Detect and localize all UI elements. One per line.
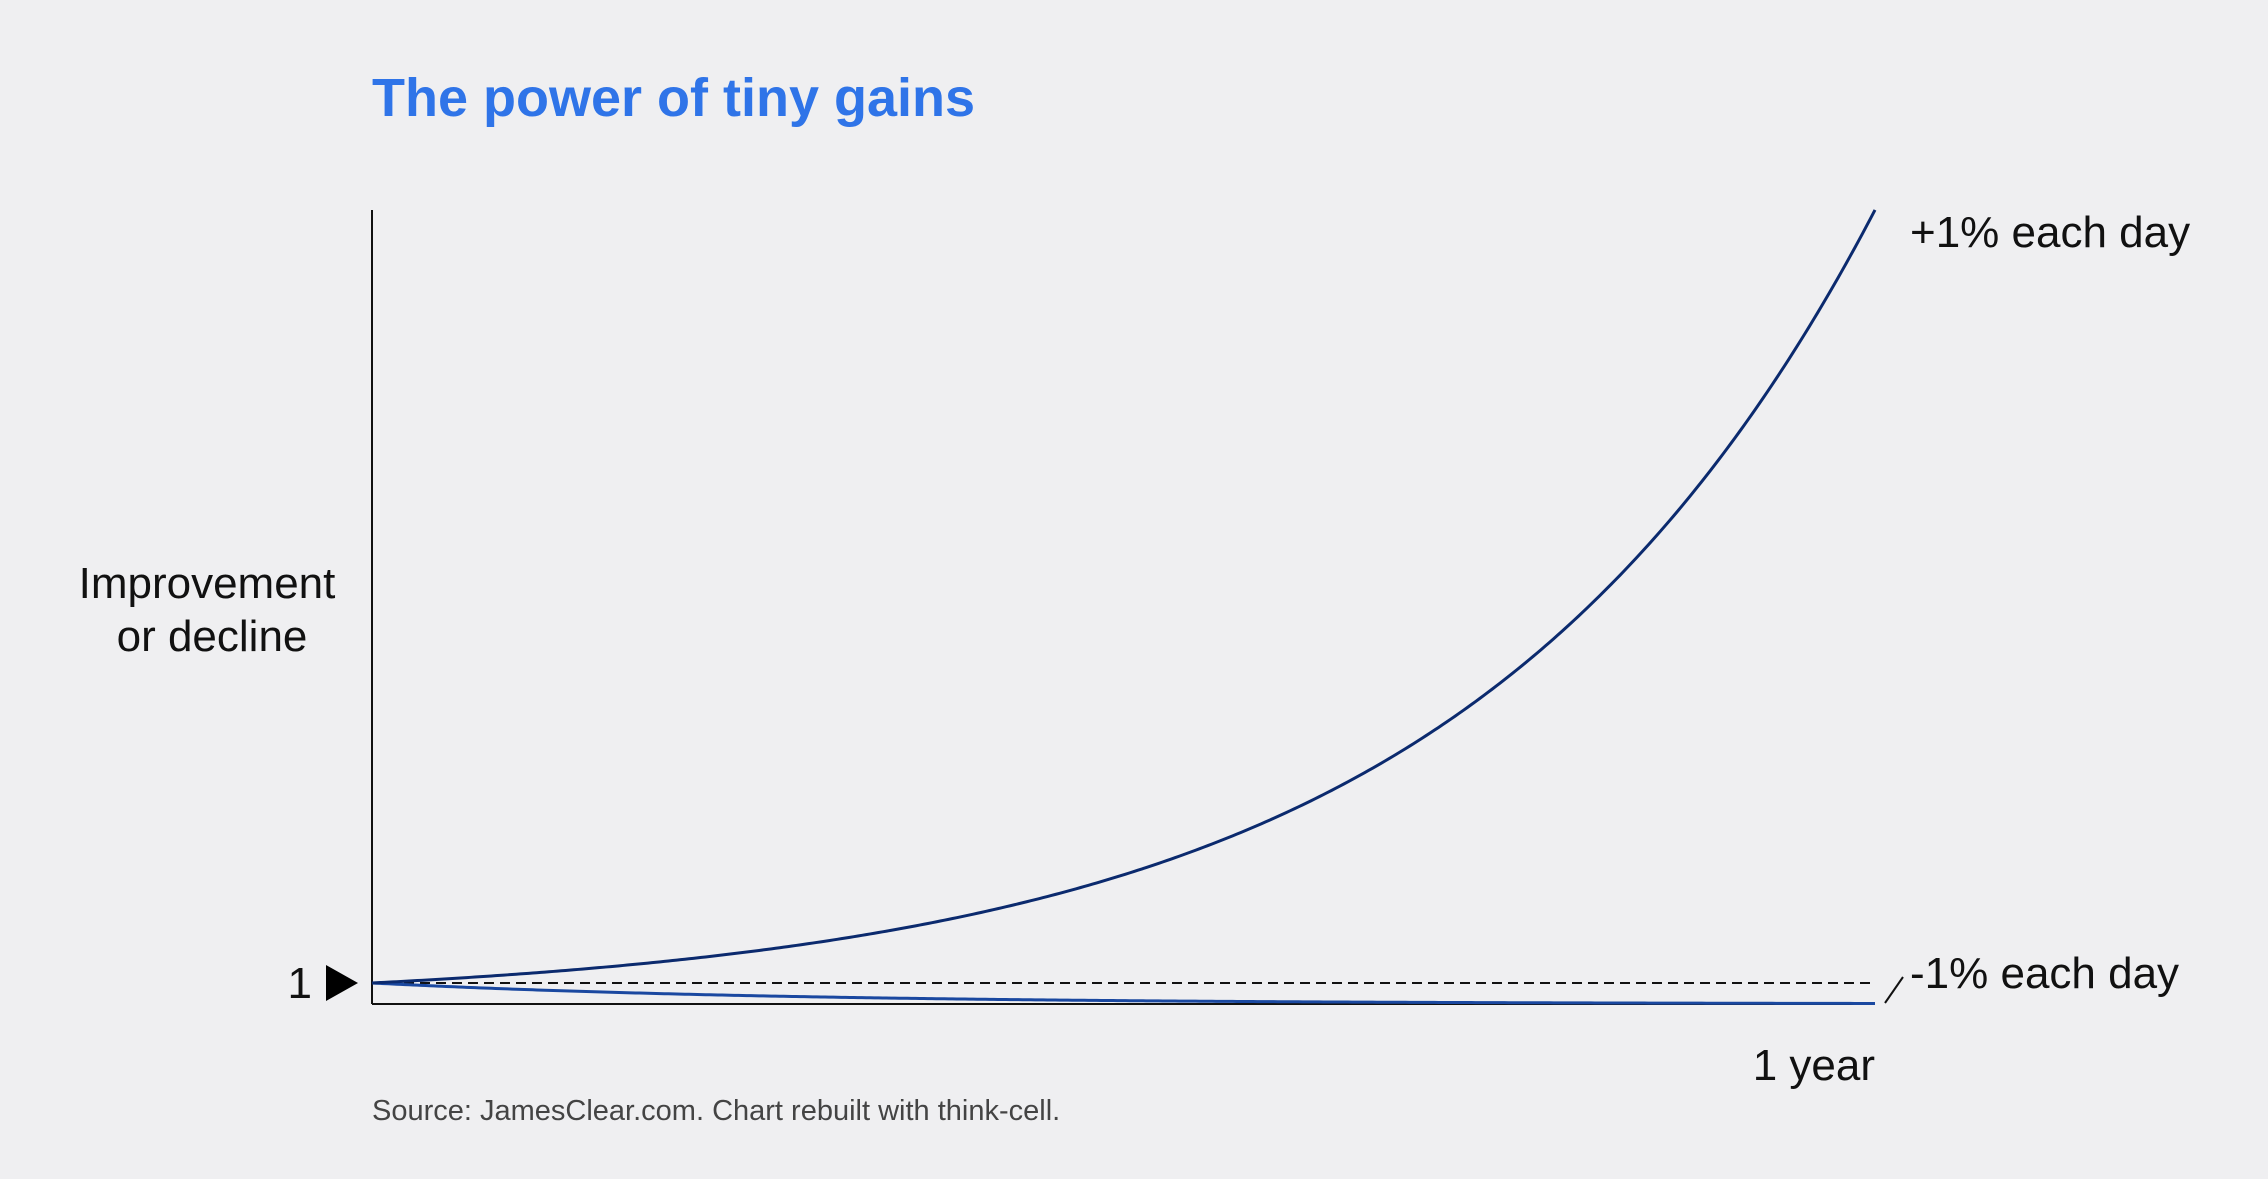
baseline-arrow-icon [326, 965, 358, 1001]
series-line-plus-1pct [371, 209, 1877, 985]
baseline-tick-label: 1 [288, 959, 312, 1008]
series-line-minus-1pct [371, 981, 1875, 1005]
chart-title: The power of tiny gains [372, 68, 975, 128]
y-axis-label-line-1: Improvement [79, 559, 336, 608]
series-label-minus-1pct: -1% each day [1910, 949, 2179, 998]
x-axis-label: 1 year [1753, 1041, 1875, 1090]
series-label-plus-1pct: +1% each day [1910, 208, 2190, 257]
y-axis-label-line-2: or decline [117, 612, 308, 661]
source-note: Source: JamesClear.com. Chart rebuilt wi… [372, 1095, 1060, 1127]
series-label-leader-line [1884, 976, 1904, 1004]
